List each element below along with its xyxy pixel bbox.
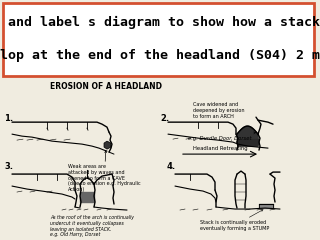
Text: 4.: 4. [167, 162, 176, 171]
Polygon shape [80, 192, 94, 202]
FancyBboxPatch shape [3, 3, 314, 76]
Text: 2.: 2. [160, 114, 169, 123]
Text: 3.: 3. [4, 162, 13, 171]
Text: Cave widened and
deepened by erosion
to form an ARCH: Cave widened and deepened by erosion to … [193, 102, 244, 119]
Text: Draw and label s diagram to show how a stack may: Draw and label s diagram to show how a s… [0, 16, 320, 29]
Polygon shape [237, 126, 258, 138]
Polygon shape [104, 141, 111, 149]
Polygon shape [259, 204, 273, 208]
Text: Weak areas are
attacked by waves and
opened to form a CAVE
(due to erosion e.g. : Weak areas are attacked by waves and ope… [68, 151, 140, 192]
Text: Stack is continually eroded
eventually forming a STUMP: Stack is continually eroded eventually f… [200, 210, 269, 231]
Text: e.g. Durdle Door, Dorset: e.g. Durdle Door, Dorset [188, 132, 256, 141]
Text: Headland Retreating: Headland Retreating [193, 146, 247, 151]
Polygon shape [237, 138, 259, 146]
Text: EROSION OF A HEADLAND: EROSION OF A HEADLAND [50, 82, 162, 91]
Text: 1.: 1. [4, 114, 13, 123]
Text: develop at the end of the headland (S04) 2 marks: develop at the end of the headland (S04)… [0, 49, 320, 62]
Text: As the roof of the arch is continually
undercut it eventually collapses
leaving : As the roof of the arch is continually u… [50, 215, 134, 237]
